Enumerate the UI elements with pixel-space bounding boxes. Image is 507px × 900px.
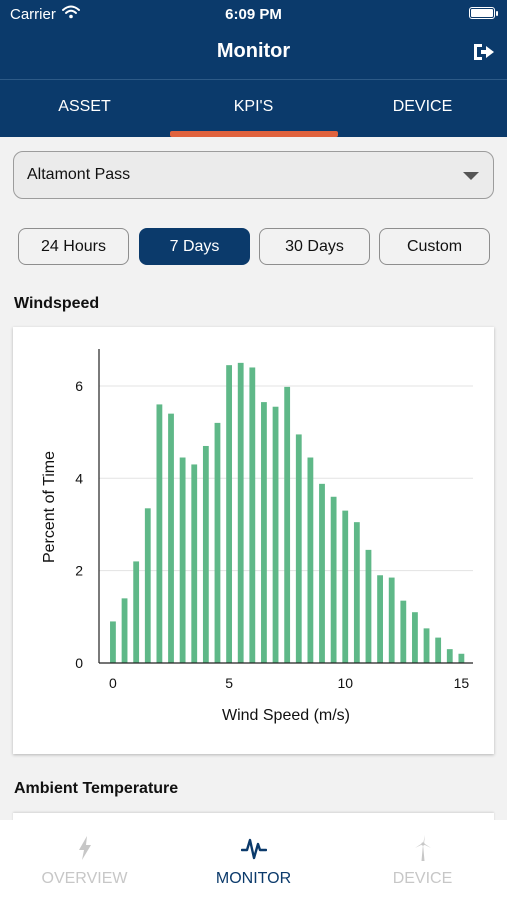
x-tick-label: 10 bbox=[337, 675, 353, 691]
logout-icon[interactable] bbox=[471, 42, 495, 62]
bar bbox=[319, 483, 325, 663]
site-dropdown-value: Altamont Pass bbox=[27, 166, 131, 183]
bar bbox=[179, 457, 186, 663]
bar bbox=[168, 413, 174, 663]
bar bbox=[110, 621, 116, 663]
nav-monitor-label: MONITOR bbox=[215, 870, 292, 887]
bar bbox=[191, 464, 198, 663]
nav-device[interactable]: DEVICE bbox=[338, 820, 507, 900]
pulse-icon bbox=[241, 838, 267, 860]
nav-overview-label: OVERVIEW bbox=[41, 870, 128, 887]
tab-device[interactable]: DEVICE bbox=[392, 98, 453, 115]
bar bbox=[307, 457, 314, 663]
battery-icon bbox=[469, 7, 498, 19]
windspeed-chart-card: 0 2 4 6 0 5 10 15 Wind Speed (m/s) Percent of Tim… bbox=[13, 327, 494, 754]
bar bbox=[423, 628, 430, 663]
bar bbox=[330, 496, 337, 663]
y-tick-label: 4 bbox=[75, 470, 83, 486]
nav-monitor[interactable]: MONITOR bbox=[169, 820, 338, 900]
bar bbox=[249, 367, 256, 663]
app-header: Carrier 6:09 PM Monitor ASSET KPI'S DEVI… bbox=[0, 0, 507, 137]
y-axis-label: Percent of Time bbox=[41, 451, 58, 563]
bar bbox=[133, 561, 140, 663]
chevron-down-icon bbox=[463, 172, 479, 180]
bar bbox=[365, 549, 372, 663]
wifi-icon bbox=[62, 5, 80, 19]
bottom-nav: OVERVIEW MONITOR DEVICE bbox=[0, 820, 507, 900]
page-title: Monitor bbox=[216, 40, 291, 62]
x-tick-label: 5 bbox=[225, 675, 233, 691]
wind-turbine-icon bbox=[415, 835, 431, 861]
bar bbox=[435, 637, 442, 663]
x-tick-label: 15 bbox=[454, 675, 470, 691]
tabs-divider bbox=[0, 79, 507, 80]
range-7-days-button[interactable]: 7 Days bbox=[139, 228, 250, 265]
windspeed-chart: 0 2 4 6 0 5 10 15 Wind Speed (m/s) Percent of Tim… bbox=[41, 349, 473, 724]
bar bbox=[214, 422, 221, 663]
ambient-temperature-section-title: Ambient Temperature bbox=[14, 780, 179, 797]
bar bbox=[272, 406, 279, 663]
bolt-icon bbox=[79, 836, 91, 860]
active-tab-indicator bbox=[170, 131, 338, 137]
nav-device-label: DEVICE bbox=[392, 870, 453, 887]
y-tick-label: 0 bbox=[75, 655, 83, 671]
bar bbox=[377, 575, 383, 663]
bar bbox=[261, 402, 267, 663]
y-tick-label: 2 bbox=[75, 563, 83, 579]
range-30-days-button[interactable]: 30 Days bbox=[259, 228, 370, 265]
bar bbox=[121, 598, 128, 663]
x-axis-label: Wind Speed (m/s) bbox=[222, 707, 350, 724]
y-tick-label: 6 bbox=[75, 378, 83, 394]
site-dropdown[interactable]: Altamont Pass bbox=[13, 151, 494, 199]
bar bbox=[388, 577, 395, 663]
bar bbox=[458, 653, 465, 663]
windspeed-section-title: Windspeed bbox=[14, 295, 100, 312]
x-tick-label: 0 bbox=[109, 675, 117, 691]
bar bbox=[400, 600, 407, 663]
tab-kpis[interactable]: KPI'S bbox=[233, 98, 274, 115]
bar bbox=[144, 508, 151, 663]
bar bbox=[353, 522, 360, 663]
status-time: 6:09 PM bbox=[225, 6, 282, 23]
bar bbox=[295, 434, 302, 663]
bar bbox=[156, 404, 163, 663]
carrier-label: Carrier bbox=[10, 6, 56, 23]
bar bbox=[412, 612, 418, 663]
range-custom-button[interactable]: Custom bbox=[379, 228, 490, 265]
nav-overview[interactable]: OVERVIEW bbox=[0, 820, 169, 900]
bar bbox=[226, 365, 232, 663]
status-bar: Carrier 6:09 PM bbox=[0, 0, 507, 28]
bar bbox=[446, 649, 453, 663]
range-24-hours-button[interactable]: 24 Hours bbox=[18, 228, 129, 265]
bar bbox=[342, 510, 349, 663]
bar bbox=[237, 362, 244, 663]
bar bbox=[284, 386, 291, 663]
tab-asset[interactable]: ASSET bbox=[58, 98, 111, 115]
bar bbox=[202, 445, 209, 663]
